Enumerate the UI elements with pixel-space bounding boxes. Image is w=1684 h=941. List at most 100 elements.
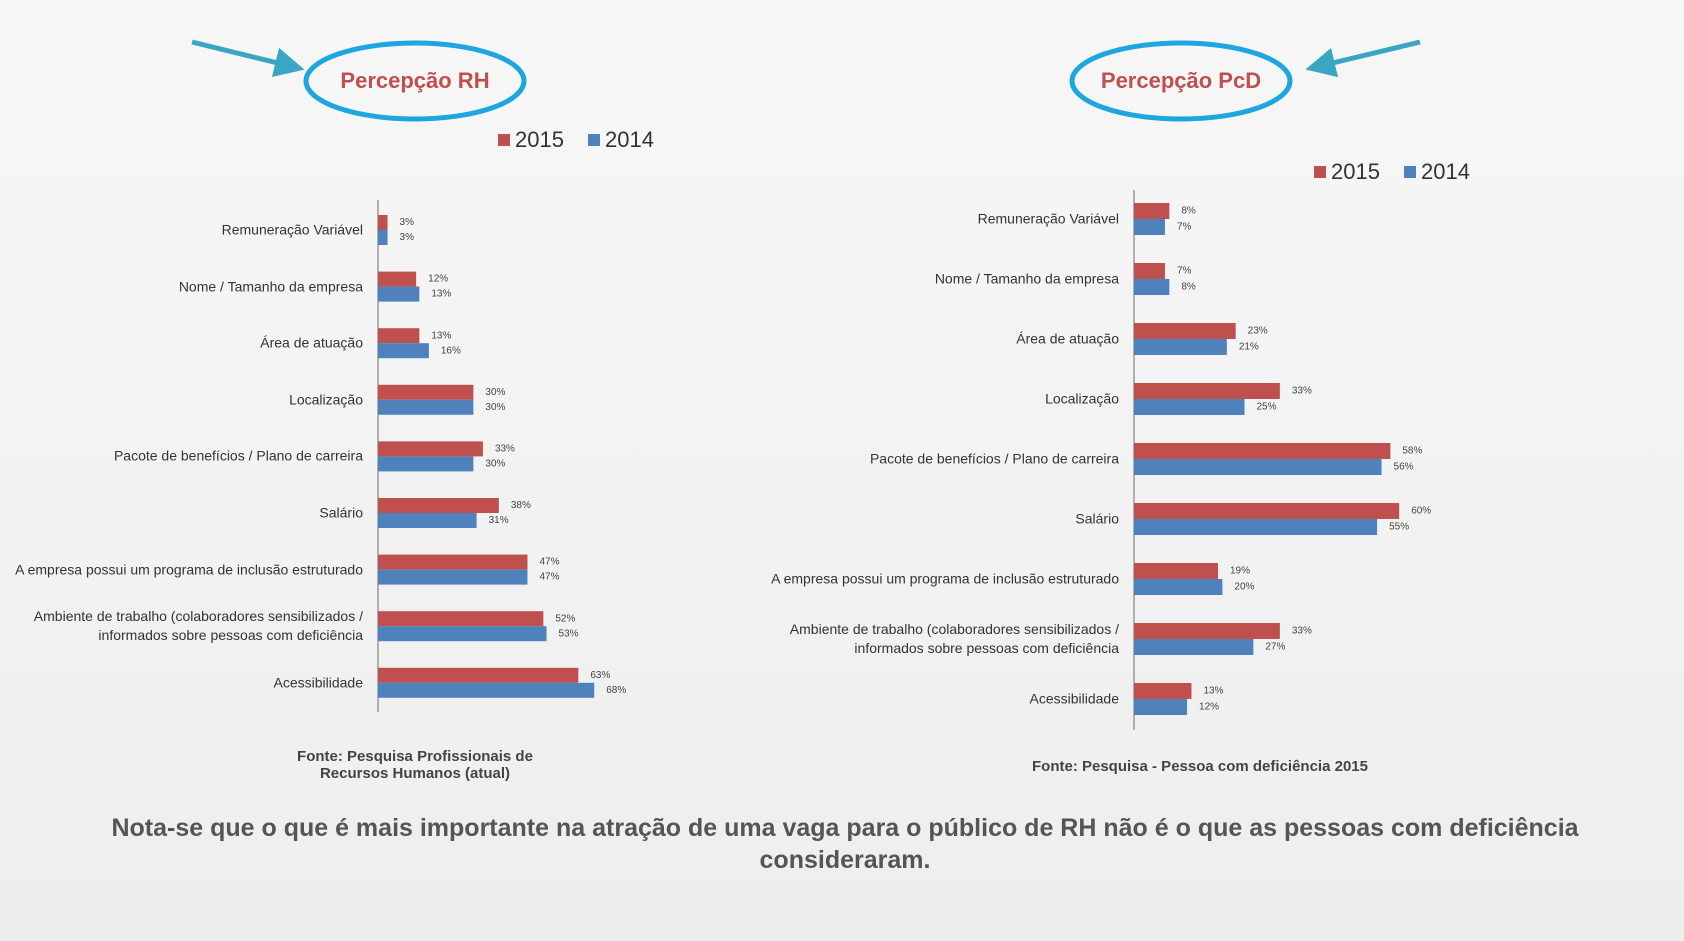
- category-label: Pacote de benefícios / Plano de carreira: [869, 450, 1119, 467]
- chart-title: Percepção RH: [340, 68, 490, 93]
- legend-label: 2015: [1331, 159, 1380, 184]
- bar: [378, 399, 474, 415]
- bar: [378, 328, 420, 344]
- value-label: 30%: [485, 402, 505, 413]
- value-label: 30%: [485, 459, 505, 470]
- legend-swatch: [588, 134, 600, 146]
- category-label: Salário: [319, 504, 363, 521]
- category-label: Salário: [1075, 510, 1119, 527]
- category-label: Área de atuação: [260, 334, 363, 351]
- category-label: Área de atuação: [1016, 330, 1119, 347]
- bar: [378, 230, 388, 245]
- category-label: Nome / Tamanho da empresa: [934, 270, 1119, 287]
- legend-swatch: [498, 134, 510, 146]
- value-label: 33%: [1292, 386, 1312, 397]
- bar: [1134, 699, 1188, 715]
- bar: [1134, 399, 1245, 415]
- arrow: [191, 39, 305, 78]
- value-label: 7%: [1177, 266, 1192, 277]
- value-label: 53%: [559, 628, 579, 639]
- value-label: 19%: [1230, 566, 1250, 577]
- value-label: 31%: [489, 515, 509, 526]
- legend-label: 2014: [605, 127, 654, 152]
- arrow: [1305, 39, 1421, 78]
- value-label: 60%: [1411, 506, 1431, 517]
- bar: [378, 569, 528, 585]
- value-label: 47%: [539, 557, 559, 568]
- bar: [1134, 639, 1254, 655]
- bar: [1134, 503, 1400, 519]
- bar: [1134, 339, 1227, 355]
- bar: [378, 456, 474, 472]
- value-label: 23%: [1248, 326, 1268, 337]
- value-label: 3%: [400, 217, 415, 228]
- source: Fonte: Pesquisa Profissionais de Recurso…: [297, 748, 533, 782]
- legend-label: 2015: [515, 127, 564, 152]
- value-label: 7%: [1177, 222, 1192, 233]
- value-label: 68%: [606, 685, 626, 696]
- value-label: 16%: [441, 345, 461, 356]
- title-circle: [303, 40, 527, 122]
- category-label: Localização: [1045, 390, 1119, 407]
- bar: [1134, 383, 1280, 399]
- category-label: Acessibilidade: [273, 674, 364, 691]
- bar: [378, 626, 547, 642]
- bar: [1134, 219, 1165, 235]
- bar: [378, 554, 528, 570]
- bar: [378, 513, 477, 528]
- value-label: 63%: [590, 670, 610, 681]
- value-label: 13%: [431, 330, 451, 341]
- note: Nota-se que o que é mais importante na a…: [111, 814, 1579, 874]
- value-label: 33%: [1292, 626, 1312, 637]
- chart-title: Percepção PcD: [1100, 68, 1262, 93]
- bar: [1134, 263, 1165, 279]
- bar: [378, 611, 544, 627]
- bar: [1134, 623, 1280, 639]
- value-label: 58%: [1402, 446, 1422, 457]
- bar: [378, 215, 388, 230]
- bar: [1134, 279, 1170, 295]
- bar: [1134, 459, 1382, 475]
- source: Fonte: Pesquisa - Pessoa com deficiência…: [1032, 758, 1368, 775]
- bar: [378, 343, 429, 359]
- legend-label: 2014: [1421, 159, 1470, 184]
- category-label: A empresa possui um programa de inclusão…: [771, 570, 1119, 587]
- bar: [1134, 579, 1223, 595]
- value-label: 30%: [485, 387, 505, 398]
- bar: [378, 384, 474, 400]
- category-label: Localização: [289, 391, 363, 408]
- value-label: 56%: [1394, 462, 1414, 473]
- category-label: Remuneração Variável: [977, 210, 1119, 227]
- value-label: 55%: [1389, 522, 1409, 533]
- category-label: Nome / Tamanho da empresa: [178, 278, 363, 295]
- bar: [378, 667, 579, 683]
- bar: [1134, 443, 1391, 459]
- bar: [378, 498, 499, 513]
- value-label: 52%: [555, 613, 575, 624]
- category-label: Pacote de benefícios / Plano de carreira: [113, 447, 363, 464]
- value-label: 3%: [400, 232, 415, 243]
- bar: [378, 682, 595, 698]
- bar: [378, 286, 420, 302]
- value-label: 27%: [1265, 642, 1285, 653]
- value-label: 33%: [495, 444, 515, 455]
- value-label: 13%: [1203, 686, 1223, 697]
- value-label: 12%: [428, 274, 448, 285]
- legend-swatch: [1404, 166, 1416, 178]
- category-label: A empresa possui um programa de inclusão…: [15, 561, 363, 578]
- title-circle: [1069, 40, 1293, 122]
- value-label: 8%: [1181, 206, 1196, 217]
- category-label: Remuneração Variável: [221, 221, 363, 238]
- category-label: Ambiente de trabalho (colaboradores sens…: [789, 621, 1119, 656]
- bar: [1134, 203, 1170, 219]
- bar: [1134, 563, 1218, 579]
- value-label: 12%: [1199, 702, 1219, 713]
- bar: [378, 271, 417, 287]
- value-label: 47%: [539, 572, 559, 583]
- category-label: Ambiente de trabalho (colaboradores sens…: [33, 608, 363, 644]
- bar: [1134, 683, 1192, 699]
- value-label: 38%: [511, 500, 531, 511]
- value-label: 25%: [1257, 402, 1277, 413]
